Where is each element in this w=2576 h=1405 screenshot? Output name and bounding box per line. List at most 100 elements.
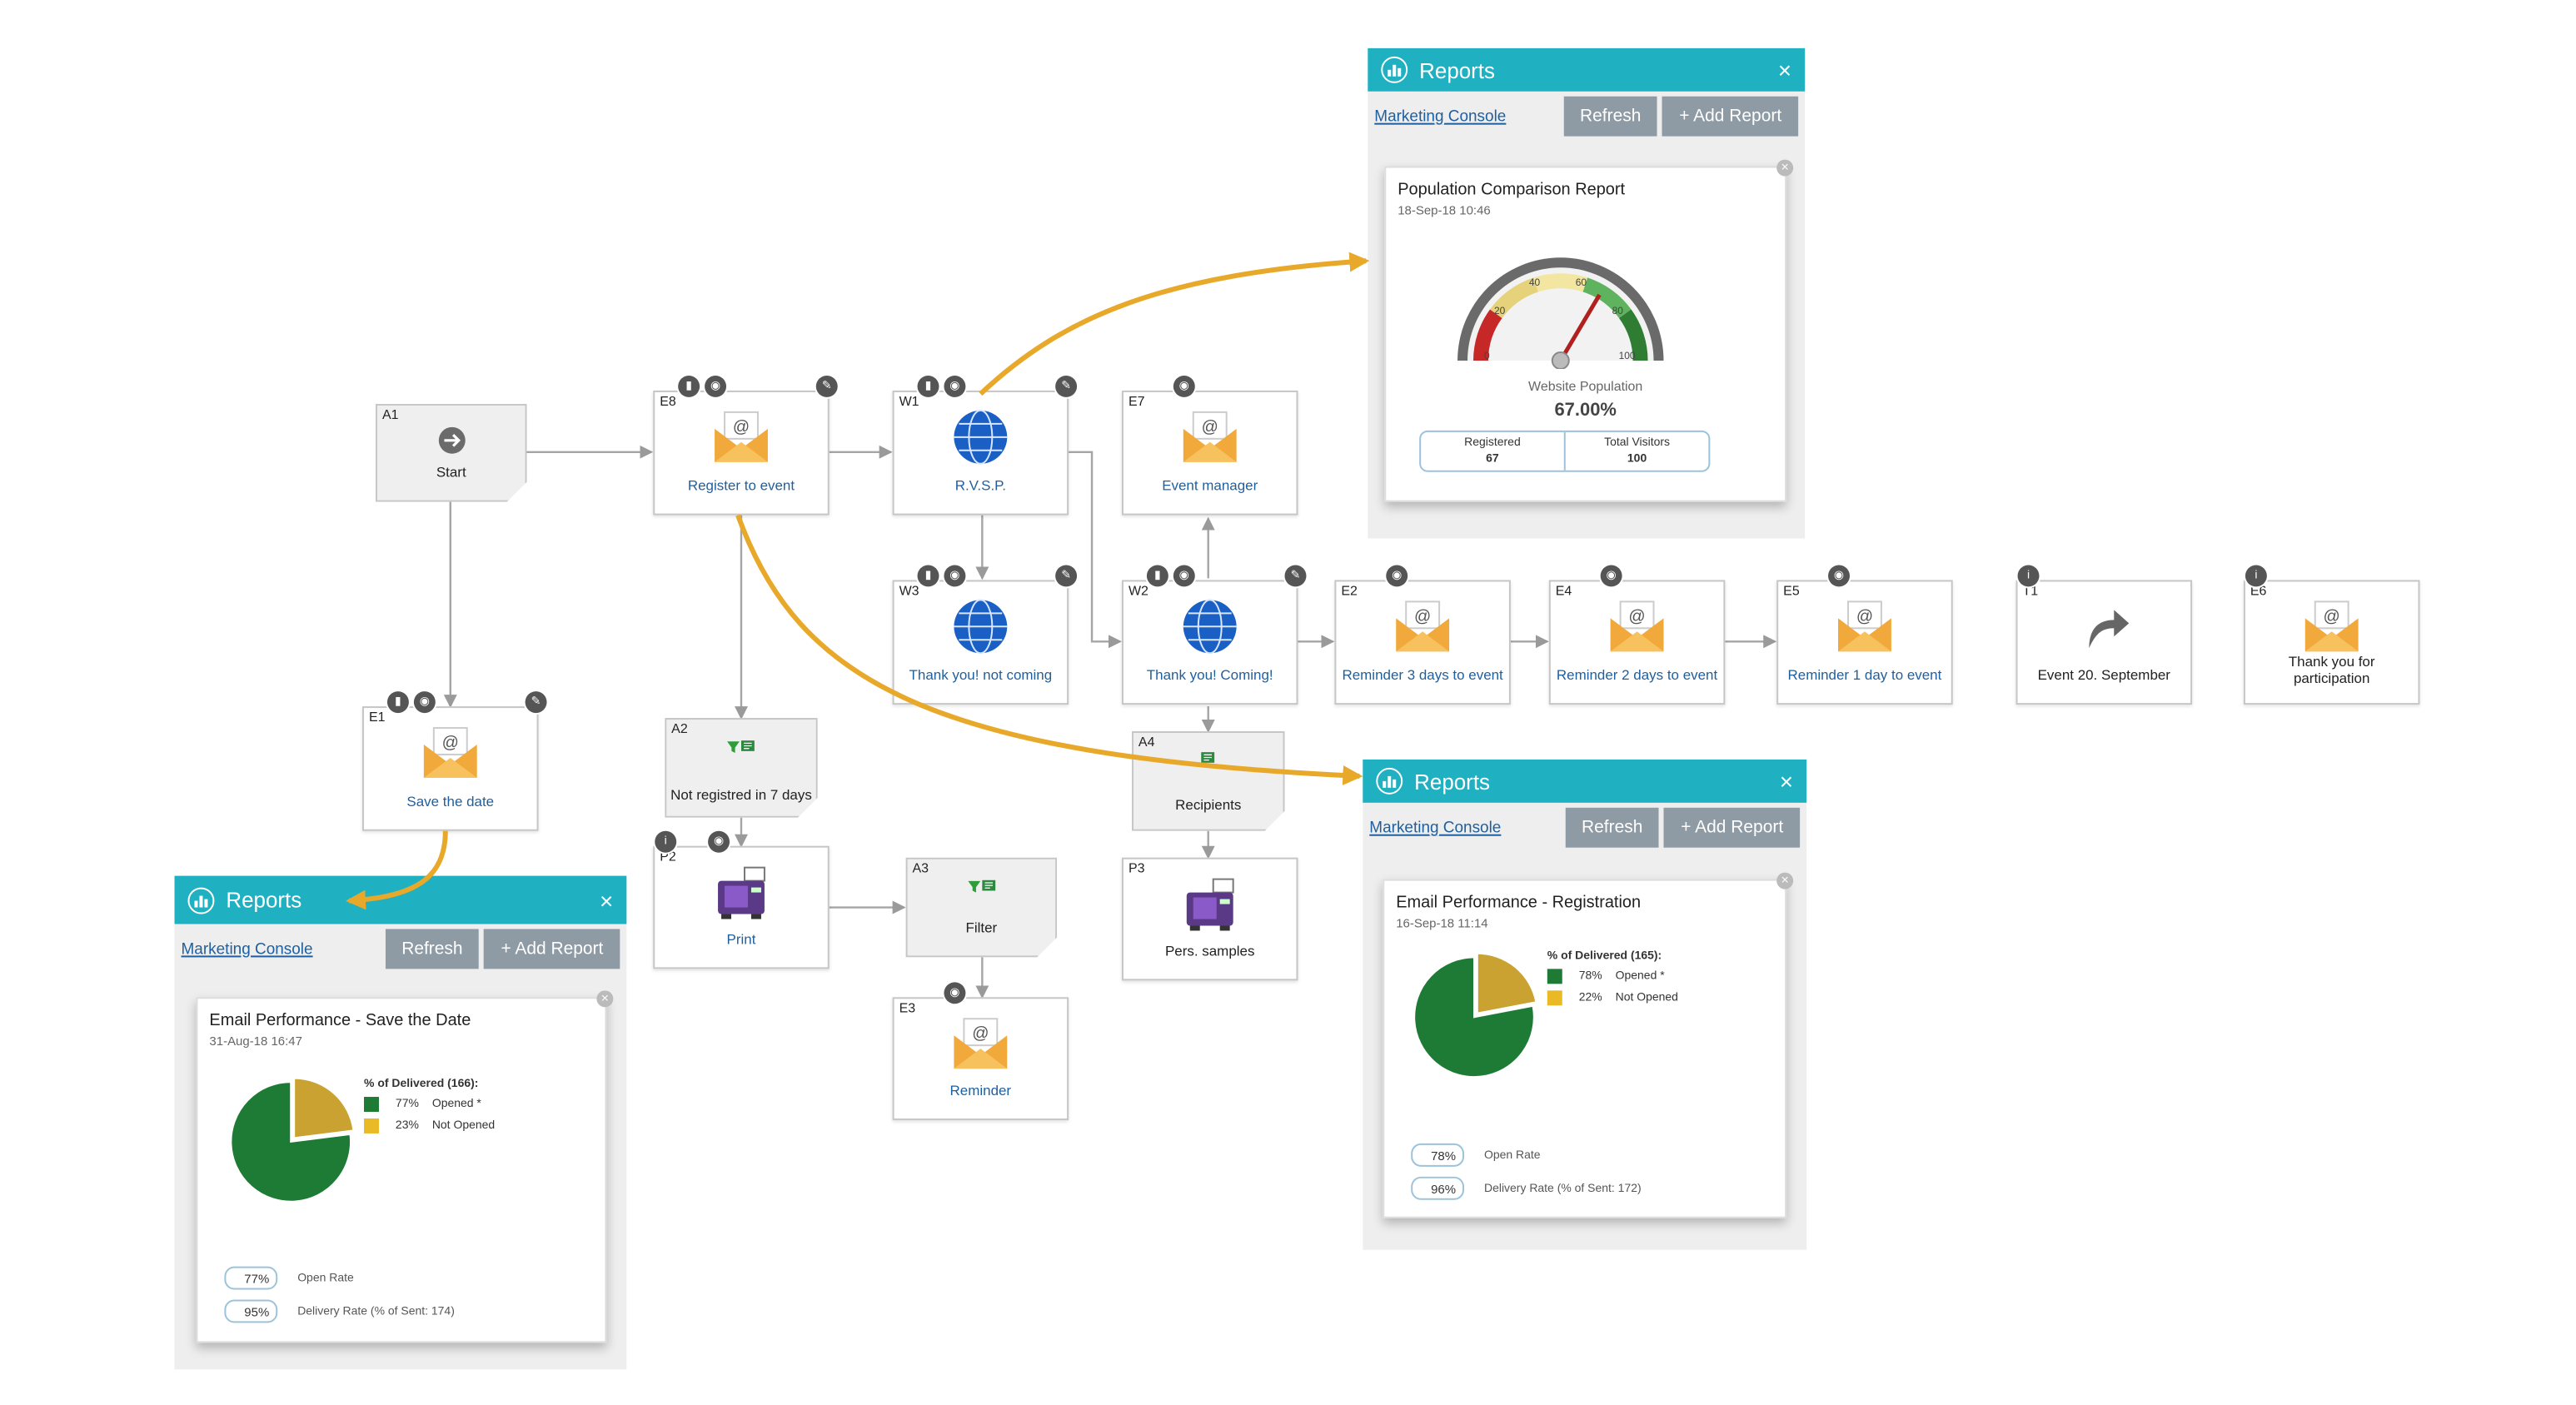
report-date: 31-Aug-18 16:47 — [209, 1034, 302, 1049]
marketing-console-link[interactable]: Marketing Console — [181, 939, 313, 959]
globe-icon — [954, 599, 1008, 655]
node-email-register[interactable]: ▮ ◉ ✎ E8 @ Register to event — [653, 375, 838, 516]
node-label: R.V.S.P. — [954, 476, 1006, 494]
wrench-icon[interactable]: ✎ — [525, 691, 547, 714]
add-report-button[interactable]: + Add Report — [484, 929, 620, 969]
email-envelope-icon: @ — [1838, 600, 1891, 652]
eye-icon[interactable]: ◉ — [708, 830, 730, 853]
bar-chart-icon[interactable]: ▮ — [678, 375, 700, 397]
globe-icon — [1183, 599, 1237, 655]
legend-swatch — [364, 1097, 379, 1112]
summary-total-visitors: Total Visitors 100 — [1563, 431, 1709, 471]
eye-icon[interactable]: ◉ — [944, 982, 966, 1004]
node-id: E1 — [369, 710, 386, 725]
node-label: Print — [726, 930, 756, 948]
node-email-reminder-2-days[interactable]: ◉ E4 @ Reminder 2 days to event — [1548, 565, 1726, 705]
node-web-rsvp[interactable]: ▮ ◉ ✎ W1 R.V.S.P. — [892, 375, 1078, 516]
node-print[interactable]: i ◉ P2 Print — [653, 830, 830, 969]
refresh-button[interactable]: Refresh — [1563, 96, 1658, 137]
node-activity-not-registered[interactable]: A2 Not registred in 7 days — [665, 718, 818, 818]
node-label: Not registred in 7 days — [670, 785, 812, 803]
info-icon[interactable]: i — [2017, 565, 2040, 587]
node-label: Register to event — [687, 476, 795, 494]
eye-icon[interactable]: ◉ — [705, 375, 727, 397]
close-icon[interactable]: × — [1777, 56, 1792, 83]
bar-chart-icon[interactable]: ▮ — [386, 691, 409, 714]
node-id: A3 — [912, 860, 929, 876]
legend-swatch — [364, 1118, 379, 1133]
wrench-icon[interactable]: ✎ — [1284, 565, 1307, 587]
node-email-thank-you[interactable]: i E6 @ Thank you for participation — [2243, 565, 2420, 705]
eye-icon[interactable]: ◉ — [1386, 565, 1408, 587]
refresh-button[interactable]: Refresh — [1565, 807, 1660, 848]
svg-text:@: @ — [1414, 607, 1431, 625]
node-timer-event[interactable]: i T1 Event 20. September — [2015, 565, 2193, 705]
gauge-band-1 — [1490, 277, 1539, 319]
node-label: Event 20. September — [2037, 665, 2170, 683]
close-icon[interactable]: × — [1779, 767, 1794, 795]
panel-title: Reports — [1414, 768, 1491, 794]
add-report-button[interactable]: + Add Report — [1662, 96, 1799, 137]
node-email-save-the-date[interactable]: ▮ ◉ ✎ E1 @ Save the date — [362, 691, 547, 831]
refresh-button[interactable]: Refresh — [385, 929, 480, 969]
node-id: P2 — [660, 849, 676, 864]
node-email-reminder-3-days[interactable]: ◉ E2 @ Reminder 3 days to event — [1334, 565, 1511, 705]
card-close-icon[interactable]: × — [1776, 872, 1794, 889]
node-activity-recipients[interactable]: A4 Recipients — [1132, 731, 1285, 831]
panel-title: Reports — [226, 887, 302, 913]
node-label: Pers. samples — [1164, 942, 1255, 959]
svg-text:@: @ — [1856, 607, 1873, 625]
node-print-pers-samples[interactable]: P3 Pers. samples — [1121, 857, 1298, 981]
wrench-icon[interactable]: ✎ — [815, 375, 838, 397]
email-envelope-icon: @ — [423, 727, 477, 778]
info-icon[interactable]: i — [2245, 565, 2267, 587]
bar-chart-icon[interactable]: ▮ — [1146, 565, 1168, 587]
wrench-icon[interactable]: ✎ — [1055, 565, 1078, 587]
email-envelope-icon: @ — [1610, 600, 1664, 652]
node-id: E5 — [1783, 583, 1800, 599]
report-date: 18-Sep-18 10:46 — [1398, 202, 1491, 218]
node-web-not-coming[interactable]: ▮ ◉ ✎ W3 Thank you! not coming — [892, 565, 1078, 705]
marketing-console-link[interactable]: Marketing Console — [1374, 107, 1507, 126]
reports-panel-registration: Reports × Marketing Console Refresh + Ad… — [1363, 759, 1807, 1250]
close-icon[interactable]: × — [600, 886, 614, 914]
node-web-coming[interactable]: ▮ ◉ ✎ W2 Thank you! Coming! — [1121, 565, 1307, 705]
eye-icon[interactable]: ◉ — [1828, 565, 1850, 587]
svg-text:@: @ — [1202, 418, 1218, 436]
node-email-event-manager[interactable]: ◉ E7 @ Event manager — [1121, 375, 1298, 516]
stat-open-rate: 78% Open Rate — [1411, 1143, 1541, 1167]
filter-icon — [713, 738, 770, 768]
eye-icon[interactable]: ◉ — [944, 375, 966, 397]
node-activity-filter[interactable]: A3 Filter — [906, 858, 1058, 958]
card-close-icon[interactable]: × — [596, 990, 614, 1008]
legend-item-opened: 77% Opened * — [364, 1097, 495, 1112]
marketing-console-link[interactable]: Marketing Console — [1369, 818, 1502, 837]
reports-panel-population: Reports × Marketing Console Refresh + Ad… — [1368, 47, 1806, 539]
eye-icon[interactable]: ◉ — [944, 565, 966, 587]
node-label: Event manager — [1162, 476, 1258, 494]
node-id: A1 — [381, 406, 399, 422]
panel-header: Reports × — [174, 875, 627, 924]
add-report-button[interactable]: + Add Report — [1664, 807, 1801, 848]
card-close-icon[interactable]: × — [1776, 159, 1794, 177]
eye-icon[interactable]: ◉ — [413, 691, 436, 714]
eye-icon[interactable]: ◉ — [1173, 375, 1195, 397]
gauge-label: Website Population — [1528, 378, 1643, 394]
gauge-chart: 0 20 40 60 80 100 — [1457, 257, 1664, 370]
bar-chart-icon[interactable]: ▮ — [917, 565, 939, 587]
node-start[interactable]: A1 Start — [376, 404, 527, 502]
wrench-icon[interactable]: ✎ — [1055, 375, 1078, 397]
info-icon[interactable]: i — [655, 830, 677, 853]
email-envelope-icon: @ — [1183, 411, 1237, 462]
report-title: Email Performance - Save the Date — [209, 1012, 471, 1031]
node-id: E6 — [2250, 583, 2267, 599]
pie-slice-not-opened — [293, 1077, 355, 1139]
node-label: Thank you for participation — [2288, 652, 2375, 686]
eye-icon[interactable]: ◉ — [1600, 565, 1622, 587]
eye-icon[interactable]: ◉ — [1173, 565, 1195, 587]
node-email-reminder[interactable]: ◉ E3 @ Reminder — [892, 982, 1069, 1120]
svg-text:@: @ — [2324, 607, 2340, 625]
bar-chart-icon[interactable]: ▮ — [917, 375, 939, 397]
node-email-reminder-1-day[interactable]: ◉ E5 @ Reminder 1 day to event — [1776, 565, 1953, 705]
node-label: Thank you! Coming! — [1146, 665, 1273, 683]
